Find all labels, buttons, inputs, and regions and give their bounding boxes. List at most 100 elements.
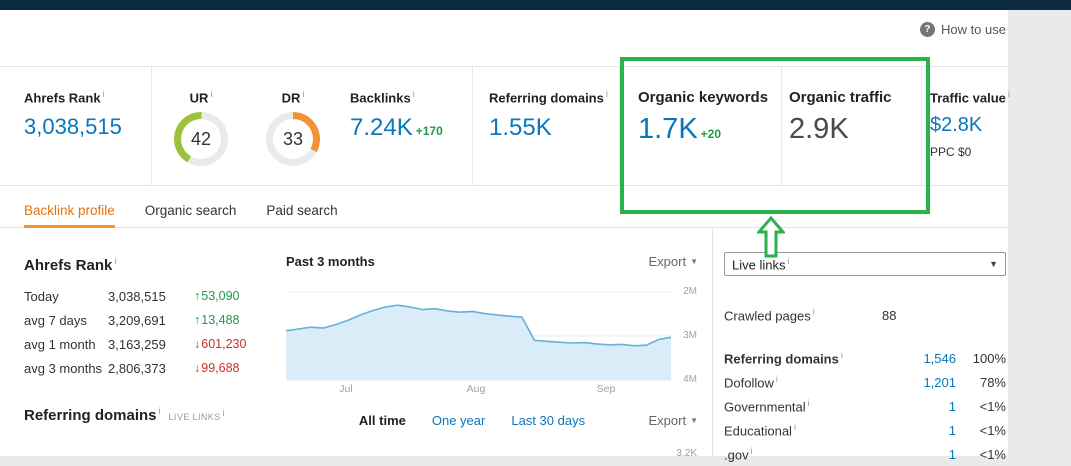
top-navbar	[0, 0, 1071, 10]
dr-gauge: DR i 33	[254, 89, 332, 185]
how-to-use-link[interactable]: ? How to use	[919, 22, 1006, 37]
metric-label: Organic traffic	[789, 89, 892, 106]
info-icon[interactable]: i	[840, 349, 843, 360]
info-icon[interactable]: i	[158, 406, 161, 416]
stat-value-link[interactable]: 1	[948, 422, 956, 438]
chevron-down-icon: ▼	[690, 416, 698, 425]
rank-delta: ↑13,488	[194, 313, 240, 327]
metric-traffic-value: Traffic value i $2.8K PPC $0	[922, 67, 1010, 185]
ahrefs-rank-value-link[interactable]: 3,038,515	[24, 114, 122, 140]
filter-one-year[interactable]: One year	[431, 413, 486, 428]
backlinks-value-link[interactable]: 7.24K +170	[350, 114, 443, 142]
traffic-value-link[interactable]: $2.8K	[930, 114, 983, 137]
info-icon[interactable]: i	[1007, 89, 1010, 99]
help-icon: ?	[919, 22, 935, 37]
vertical-divider	[712, 228, 713, 456]
live-links-select[interactable]: Live links i ▼	[724, 252, 1006, 276]
ppc-value: PPC $0	[930, 145, 972, 160]
info-icon[interactable]: i	[222, 408, 225, 418]
organic-keywords-value-link[interactable]: 1.7K +20	[638, 113, 722, 145]
stat-row: Educational i 1 <1%	[724, 421, 1006, 439]
metric-label: Traffic value i	[930, 89, 1010, 106]
rank-trend-chart-svg	[286, 291, 672, 381]
export-button[interactable]: Export ▼	[648, 254, 699, 269]
info-icon[interactable]: i	[114, 256, 117, 266]
x-axis-tick: Jul	[339, 383, 353, 395]
dr-value: 33	[273, 119, 313, 160]
dr-donut-chart: 33	[266, 112, 320, 167]
stat-value-link[interactable]: 1	[948, 398, 956, 414]
chart-footer: All time One year Last 30 days Export ▼	[286, 413, 698, 433]
time-range-filters: All time One year Last 30 days	[286, 413, 698, 428]
info-icon[interactable]: i	[302, 89, 305, 99]
stat-row: Governmental i 1 <1%	[724, 397, 1006, 415]
rank-delta: ↑53,090	[194, 289, 240, 303]
metric-ur-dr: UR i 42 DR i 33	[152, 67, 334, 185]
y-axis-tick: 4M	[683, 374, 697, 385]
site-overview-page: ? How to use Ahrefs Rank i 3,038,515 UR i …	[0, 10, 1010, 462]
rank-row: avg 7 days 3,209,691 ↑13,488	[24, 308, 276, 332]
y-axis-tick: 2M	[683, 286, 697, 297]
info-icon[interactable]: i	[812, 306, 815, 317]
metric-organic-keywords: Organic keywords 1.7K +20	[620, 67, 782, 185]
rank-chart-panel: Past 3 months Export ▼ 2M 3M 4M Jul	[286, 228, 698, 459]
how-to-use-label: How to use	[940, 22, 1006, 37]
rank-chart: 2M 3M 4M Jul Aug Sep	[286, 277, 698, 397]
stat-value-link[interactable]: 1,546	[923, 350, 956, 366]
info-icon[interactable]: i	[750, 445, 753, 456]
info-icon[interactable]: i	[787, 255, 790, 266]
rank-panel-title: Ahrefs Rank i	[24, 256, 117, 274]
arrow-up-icon: ↑	[194, 289, 201, 303]
backlinks-delta: +170	[415, 124, 443, 139]
referring-domains-value-link[interactable]: 1.55K	[489, 114, 552, 142]
metric-label: DR i	[281, 89, 305, 106]
metric-label: Backlinks i	[350, 89, 415, 106]
tab-organic-search[interactable]: Organic search	[144, 203, 237, 218]
ur-gauge: UR i 42	[162, 89, 240, 185]
rank-row: avg 1 month 3,163,259 ↓601,230	[24, 332, 276, 356]
stat-value-link[interactable]: 1,201	[923, 374, 956, 390]
tab-backlink-profile[interactable]: Backlink profile	[24, 186, 115, 228]
info-icon[interactable]: i	[775, 373, 778, 384]
organic-keywords-delta: +20	[700, 127, 722, 141]
metric-backlinks: Backlinks i 7.24K +170	[334, 67, 473, 185]
referring-domains-heading: Referring domains i LIVE LINKS i	[24, 406, 225, 424]
metric-organic-traffic: Organic traffic 2.9K	[782, 67, 922, 185]
rank-delta: ↓601,230	[194, 337, 247, 351]
crawled-pages-row: Crawled pages i 88	[724, 306, 1006, 324]
info-icon[interactable]: i	[102, 89, 105, 99]
info-icon[interactable]: i	[605, 89, 608, 99]
report-tabs: Backlink profile Organic search Paid sea…	[0, 186, 1008, 228]
filter-all-time[interactable]: All time	[358, 413, 406, 428]
organic-traffic-value: 2.9K	[789, 113, 849, 145]
info-icon[interactable]: i	[210, 89, 213, 99]
chart-area-fill	[286, 305, 671, 380]
stat-row-clipped: .gov i 1 <1%	[724, 445, 1006, 463]
metric-label: UR i	[189, 89, 213, 106]
info-icon[interactable]: i	[793, 421, 796, 432]
stat-row: Referring domains i 1,546 100%	[724, 349, 1006, 367]
y-axis-tick: 3M	[683, 330, 697, 341]
main-content: Ahrefs Rank i Today 3,038,515 ↑53,090 avg…	[0, 228, 1008, 462]
info-icon[interactable]: i	[412, 89, 415, 99]
info-icon[interactable]: i	[807, 397, 810, 408]
metric-referring-domains: Referring domains i 1.55K	[473, 67, 620, 185]
chart-line	[286, 304, 672, 347]
metric-label: Referring domains i	[489, 89, 608, 106]
tab-paid-search[interactable]: Paid search	[266, 203, 338, 218]
rank-row: avg 3 months 2,806,373 ↓99,688	[24, 356, 276, 380]
export-button[interactable]: Export ▼	[648, 413, 699, 428]
metric-label: Ahrefs Rank i	[24, 89, 105, 106]
stat-value-link[interactable]: 1	[948, 446, 956, 462]
arrow-up-icon: ↑	[194, 313, 201, 327]
arrow-down-icon: ↓	[194, 337, 201, 351]
live-links-caption: LIVE LINKS i	[168, 408, 225, 422]
filter-last-30-days[interactable]: Last 30 days	[511, 413, 586, 428]
chart-header: Past 3 months Export ▼	[286, 254, 698, 269]
rank-panel: Ahrefs Rank i Today 3,038,515 ↑53,090 avg…	[24, 228, 276, 424]
ur-value: 42	[181, 119, 221, 160]
chart-range-label: Past 3 months	[286, 254, 375, 269]
chevron-down-icon: ▼	[690, 257, 698, 266]
link-stat-rows: Referring domains i 1,546 100% Dofollow i …	[724, 346, 1006, 466]
x-axis-tick: Aug	[466, 383, 486, 395]
